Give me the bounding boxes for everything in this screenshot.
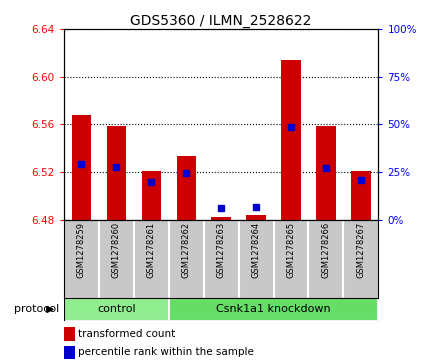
Text: GSM1278266: GSM1278266 xyxy=(322,222,330,278)
Text: GSM1278264: GSM1278264 xyxy=(252,222,260,278)
Bar xyxy=(246,215,266,220)
Bar xyxy=(64,327,75,341)
Text: GSM1278261: GSM1278261 xyxy=(147,222,156,278)
Bar xyxy=(212,217,231,220)
FancyBboxPatch shape xyxy=(169,298,378,321)
FancyBboxPatch shape xyxy=(64,298,169,321)
Text: GSM1278262: GSM1278262 xyxy=(182,222,191,278)
Text: GSM1278267: GSM1278267 xyxy=(356,222,366,278)
Bar xyxy=(316,126,336,220)
Text: GSM1278259: GSM1278259 xyxy=(77,222,86,278)
Bar xyxy=(64,346,75,359)
Text: protocol: protocol xyxy=(14,305,59,314)
Bar xyxy=(351,171,370,220)
Text: GSM1278260: GSM1278260 xyxy=(112,222,121,278)
Text: control: control xyxy=(97,305,136,314)
Bar xyxy=(282,60,301,220)
Title: GDS5360 / ILMN_2528622: GDS5360 / ILMN_2528622 xyxy=(130,14,312,28)
Bar xyxy=(72,115,91,220)
Bar xyxy=(106,126,126,220)
Text: GSM1278263: GSM1278263 xyxy=(216,222,226,278)
Bar xyxy=(142,171,161,220)
Text: Csnk1a1 knockdown: Csnk1a1 knockdown xyxy=(216,305,331,314)
Text: percentile rank within the sample: percentile rank within the sample xyxy=(77,347,253,358)
Bar xyxy=(176,156,196,220)
Text: GSM1278265: GSM1278265 xyxy=(286,222,296,278)
Text: transformed count: transformed count xyxy=(77,329,175,339)
